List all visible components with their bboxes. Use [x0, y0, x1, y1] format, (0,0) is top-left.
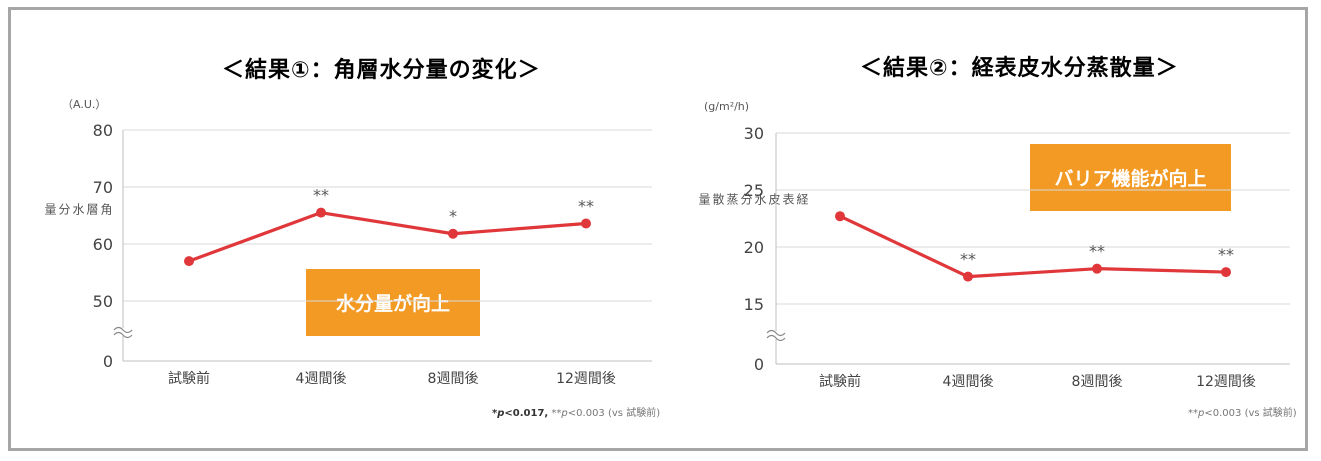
significance-marker: **	[960, 250, 976, 269]
x-tick-label: 12週間後	[1196, 374, 1256, 390]
data-point	[835, 211, 845, 222]
footnote-p1-prefix: *	[492, 408, 498, 419]
x-tick-label: 12週間後	[556, 371, 616, 387]
y-tick-label: 0	[103, 352, 113, 371]
footnote-p2-prefix: **	[551, 408, 562, 419]
footnote-separator: ,	[544, 408, 549, 419]
y-tick-label: 0	[754, 355, 764, 374]
data-point	[316, 207, 326, 218]
footnote-p2-value: <0.003	[1204, 408, 1242, 419]
footnote: **p<0.003 (vs 試験前)	[1188, 404, 1297, 419]
y-unit: (g/m²/h)	[704, 100, 750, 113]
footnote-p1-value: <0.017	[504, 408, 545, 419]
series-line	[188, 211, 587, 263]
significance-marker: *	[449, 207, 457, 226]
chart-title: ＜結果①：角層水分量の変化＞	[222, 58, 541, 83]
significance-marker: **	[313, 186, 329, 205]
data-point	[448, 228, 458, 239]
result-badge: 水分量が向上	[306, 269, 480, 336]
data-point	[1092, 263, 1102, 274]
y-tick-label: 80	[93, 121, 113, 140]
x-tick-label: 4週間後	[943, 374, 994, 390]
axis-break-mark	[766, 334, 786, 342]
x-tick-label: 試験前	[819, 373, 861, 390]
footnote-p2-symbol: p	[561, 408, 568, 419]
axis-break-gap	[114, 328, 132, 336]
chart-title: ＜結果②：経表皮水分蒸散量＞	[860, 56, 1179, 81]
y-tick-label: 20	[744, 238, 764, 257]
axis-break-mark	[766, 329, 786, 337]
y-tick-label: 30	[744, 124, 764, 143]
axis-break-mark	[113, 326, 133, 334]
data-point	[184, 256, 194, 267]
x-tick-label: 8週間後	[1072, 374, 1123, 390]
y-tick-label: 70	[93, 178, 113, 197]
data-point	[581, 218, 591, 229]
figure-frame	[8, 7, 1308, 451]
data-point	[1221, 267, 1231, 278]
x-tick-label: 試験前	[168, 370, 210, 387]
result-badge: バリア機能が向上	[1030, 144, 1231, 211]
footnote-note: (vs 試験前)	[1244, 408, 1297, 419]
x-tick-label: 4週間後	[296, 371, 347, 387]
significance-marker: **	[1218, 245, 1234, 264]
y-tick-label: 15	[744, 295, 764, 314]
y-tick-label: 50	[93, 292, 113, 311]
footnote-p2-value: <0.003	[567, 408, 605, 419]
footnote-note: (vs 試験前)	[607, 408, 661, 419]
significance-marker: **	[1089, 242, 1105, 261]
footnote-p2-prefix: **	[1188, 408, 1198, 419]
y-unit: （A.U.）	[62, 98, 107, 111]
x-tick-label: 8週間後	[428, 371, 479, 387]
significance-marker: **	[578, 196, 594, 215]
axis-break-gap	[767, 331, 785, 339]
y-axis-label: 経表皮水分蒸散量	[697, 193, 809, 205]
y-tick-label: 60	[93, 235, 113, 254]
footnote-p1-symbol: p	[497, 408, 505, 419]
axis-break-mark	[113, 331, 133, 339]
y-tick-label: 25	[744, 181, 764, 200]
y-axis-label: 角層水分量	[43, 203, 113, 215]
footnote-p2-symbol: p	[1198, 408, 1205, 419]
footnote: *p<0.017, **p<0.003 (vs 試験前)	[492, 404, 660, 419]
data-point	[963, 271, 973, 282]
series-line	[839, 214, 1227, 279]
